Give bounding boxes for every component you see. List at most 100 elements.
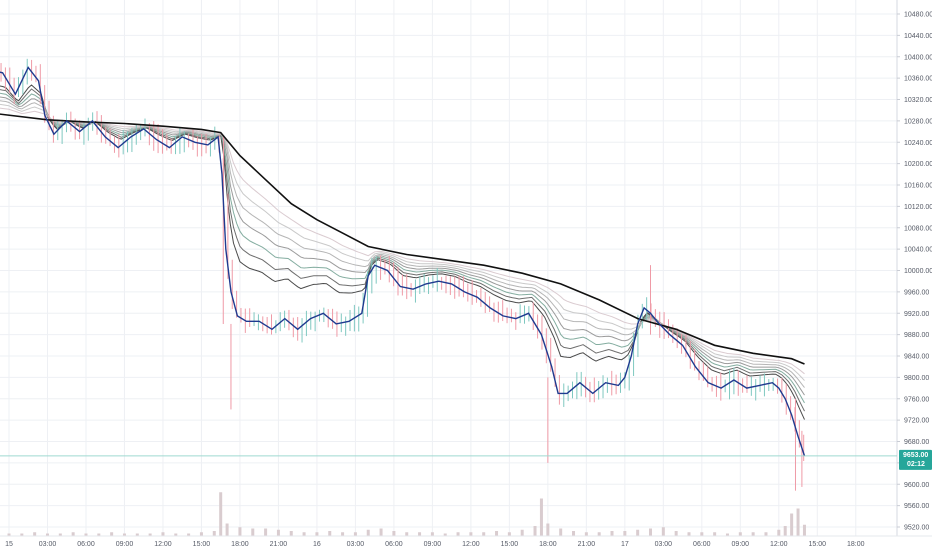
volume-bar xyxy=(135,533,139,536)
volume-bar xyxy=(713,532,717,536)
volume-bar xyxy=(379,528,383,536)
y-tick-label: 9840.00 xyxy=(904,354,929,361)
volume-bar xyxy=(302,532,306,536)
volume-bar xyxy=(219,492,223,536)
volume-bar xyxy=(174,533,178,536)
volume-bar xyxy=(341,532,345,536)
y-tick-label: 10360.00 xyxy=(904,76,932,83)
y-tick-label: 10280.00 xyxy=(904,118,932,125)
volume-bar xyxy=(507,532,511,536)
volume-bar xyxy=(539,498,543,536)
x-tick-label: 09:00 xyxy=(424,541,442,548)
y-tick-label: 10200.00 xyxy=(904,161,932,168)
volume-bar xyxy=(495,531,499,536)
y-tick-label: 9600.00 xyxy=(904,482,929,489)
bar-countdown-label: 02:12 xyxy=(907,461,925,468)
volume-bar xyxy=(328,531,332,536)
y-tick-label: 9760.00 xyxy=(904,396,929,403)
y-tick-label: 10440.00 xyxy=(904,33,932,40)
x-tick-label: 15:00 xyxy=(193,541,211,548)
volume-bar xyxy=(7,533,11,536)
volume-bar xyxy=(623,531,627,536)
volume-bar xyxy=(58,533,62,536)
x-tick-label: 17 xyxy=(621,541,629,548)
price-axis[interactable]: 10480.00 10440.00 10400.00 10360.00 10320.00… xyxy=(897,12,932,532)
x-tick-label: 03:00 xyxy=(347,541,365,548)
x-tick-label: 18:00 xyxy=(847,541,865,548)
x-tick-label: 15:00 xyxy=(809,541,827,548)
volume-bar xyxy=(84,533,88,536)
x-tick-label: 06:00 xyxy=(77,541,95,548)
y-tick-label: 9880.00 xyxy=(904,332,929,339)
x-tick-label: 12:00 xyxy=(154,541,172,548)
volume-bar xyxy=(405,532,409,536)
volume-bar xyxy=(392,531,396,536)
volume-bar xyxy=(796,508,800,536)
volume-bar xyxy=(597,532,601,536)
volume-bar xyxy=(225,523,229,536)
volume-bar xyxy=(649,528,652,536)
price-line-layer xyxy=(0,66,806,457)
volume-bar xyxy=(418,532,422,536)
volume-bar xyxy=(276,529,280,536)
volume-bar xyxy=(783,526,787,536)
volume-bar xyxy=(725,533,729,536)
slow-moving-average-line xyxy=(0,113,805,365)
volume-bar xyxy=(212,531,216,536)
x-tick-label: 18:00 xyxy=(539,541,557,548)
volume-bar xyxy=(20,533,24,536)
x-tick-label: 21:00 xyxy=(270,541,288,548)
last-price-label: 9653.00 xyxy=(903,452,928,459)
volume-bar xyxy=(661,527,665,536)
volume-bar xyxy=(366,529,370,536)
y-tick-label: 10320.00 xyxy=(904,97,932,104)
volume-bar xyxy=(148,533,152,536)
volume-bar xyxy=(520,529,524,536)
volume-bar xyxy=(790,513,794,536)
y-tick-label: 10120.00 xyxy=(904,204,932,211)
y-tick-label: 9560.00 xyxy=(904,503,929,510)
y-tick-label: 9720.00 xyxy=(904,418,929,425)
volume-bar xyxy=(738,532,742,536)
x-tick-label: 09:00 xyxy=(732,541,750,548)
volume-bar xyxy=(33,532,37,536)
price-line xyxy=(0,66,806,457)
volume-bar xyxy=(456,532,460,536)
volume-bar xyxy=(533,526,537,536)
volume-bar xyxy=(443,533,447,536)
y-tick-label: 10000.00 xyxy=(904,268,932,275)
volume-bar xyxy=(546,523,550,536)
x-tick-label: 06:00 xyxy=(385,541,403,548)
x-tick-label: 15 xyxy=(5,541,13,548)
volume-bar xyxy=(110,532,114,536)
volume-bar xyxy=(802,524,806,536)
y-tick-label: 9680.00 xyxy=(904,439,929,446)
last-price-badge xyxy=(899,449,932,470)
volume-bar xyxy=(674,531,678,536)
x-tick-label: 12:00 xyxy=(770,541,788,548)
volume-bar xyxy=(353,532,357,536)
y-tick-label: 10040.00 xyxy=(904,247,932,254)
volume-bar xyxy=(199,532,203,536)
x-tick-label: 15:00 xyxy=(501,541,519,548)
volume-bar xyxy=(610,531,614,536)
volume-bar xyxy=(289,531,293,536)
y-tick-label: 10240.00 xyxy=(904,140,932,147)
y-tick-label: 9800.00 xyxy=(904,375,929,382)
volume-bar xyxy=(161,532,165,536)
y-tick-label: 10160.00 xyxy=(904,183,932,190)
x-tick-label: 03:00 xyxy=(39,541,57,548)
volume-bar xyxy=(315,532,319,536)
y-tick-label: 9920.00 xyxy=(904,311,929,318)
volume-bar xyxy=(584,532,588,536)
volume-bar xyxy=(700,532,704,536)
volume-bar xyxy=(482,532,486,536)
y-tick-label: 10080.00 xyxy=(904,225,932,232)
x-tick-label: 03:00 xyxy=(655,541,673,548)
y-tick-label: 9520.00 xyxy=(904,525,929,532)
time-axis[interactable]: 15 03:00 06:00 09:00 12:00 15:00 18:00 21:00 16 0… xyxy=(5,541,865,548)
x-tick-label: 21:00 xyxy=(578,541,596,548)
